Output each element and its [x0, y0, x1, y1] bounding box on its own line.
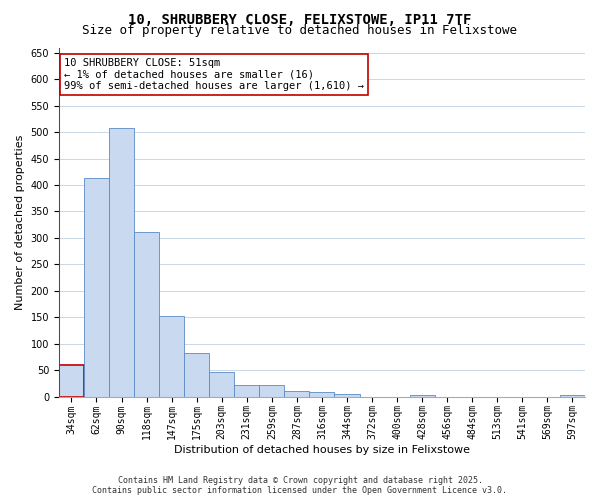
- Bar: [59, 365, 84, 396]
- Y-axis label: Number of detached properties: Number of detached properties: [15, 134, 25, 310]
- Bar: [410, 395, 434, 396]
- Bar: [234, 385, 259, 396]
- Bar: [184, 352, 209, 397]
- Text: Size of property relative to detached houses in Felixstowe: Size of property relative to detached ho…: [83, 24, 517, 37]
- Bar: [134, 232, 159, 396]
- Bar: [284, 392, 310, 396]
- Bar: [560, 395, 585, 396]
- Bar: [159, 316, 184, 396]
- Bar: [84, 178, 109, 396]
- Bar: [109, 128, 134, 396]
- Text: 10 SHRUBBERY CLOSE: 51sqm
← 1% of detached houses are smaller (16)
99% of semi-d: 10 SHRUBBERY CLOSE: 51sqm ← 1% of detach…: [64, 58, 364, 91]
- X-axis label: Distribution of detached houses by size in Felixstowe: Distribution of detached houses by size …: [174, 445, 470, 455]
- Bar: [310, 392, 334, 396]
- Text: 10, SHRUBBERY CLOSE, FELIXSTOWE, IP11 7TF: 10, SHRUBBERY CLOSE, FELIXSTOWE, IP11 7T…: [128, 12, 472, 26]
- Bar: [259, 385, 284, 396]
- Bar: [334, 394, 359, 396]
- Bar: [209, 372, 234, 396]
- Text: Contains HM Land Registry data © Crown copyright and database right 2025.
Contai: Contains HM Land Registry data © Crown c…: [92, 476, 508, 495]
